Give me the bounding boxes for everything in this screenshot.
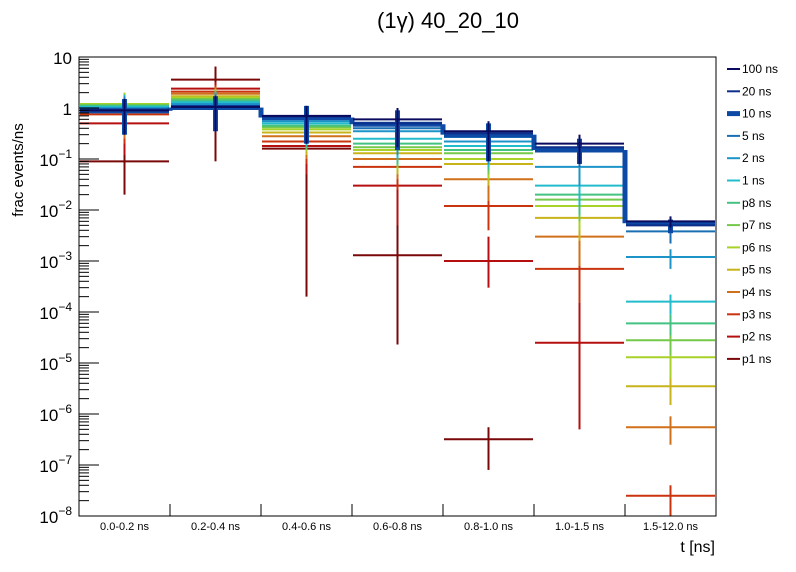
legend-item: 10 ns: [727, 107, 771, 121]
y-tick-exponent: −4: [58, 300, 72, 314]
chart-title: (1γ) 40_20_10: [377, 8, 519, 33]
y-tick-exponent: −3: [58, 249, 72, 263]
plot-area: [80, 66, 715, 516]
x-tick-label: 0.6-0.8 ns: [373, 521, 422, 533]
y-tick-label: 10−8: [39, 504, 72, 527]
y-tick-label: 10: [53, 49, 72, 68]
y-tick-exponent: −8: [58, 504, 72, 518]
legend-label: p1 ns: [742, 352, 771, 366]
legend-item: p3 ns: [727, 307, 771, 321]
legend-label: p5 ns: [742, 263, 771, 277]
x-tick-label: 0.0-0.2 ns: [100, 521, 149, 533]
y-tick-base: 10: [39, 457, 58, 476]
legend-label: 100 ns: [742, 62, 778, 76]
y-tick-label: 10−2: [39, 198, 72, 221]
y-tick-label: 10−1: [39, 147, 72, 170]
plot-frame: [78, 56, 717, 517]
legend-label: 20 ns: [742, 84, 771, 98]
y-tick-label: 10−7: [39, 453, 72, 476]
legend-item: 1 ns: [727, 174, 765, 188]
x-tick-label: 0.8-1.0 ns: [464, 521, 513, 533]
legend-item: p7 ns: [727, 218, 771, 232]
legend-label: 1 ns: [742, 174, 765, 188]
legend-item: 100 ns: [727, 62, 778, 76]
y-tick-base: 10: [39, 304, 58, 323]
y-tick-base: 10: [39, 508, 58, 527]
y-tick-exponent: −5: [58, 351, 72, 365]
legend-item: p1 ns: [727, 352, 771, 366]
legend-label: 2 ns: [742, 151, 765, 165]
legend-item: p6 ns: [727, 240, 771, 254]
x-tick-label: 1.0-1.5 ns: [555, 521, 604, 533]
series-p2-ns: [80, 82, 624, 430]
legend-label: p7 ns: [742, 218, 771, 232]
legend-item: p2 ns: [727, 330, 771, 344]
legend-item: p4 ns: [727, 285, 771, 299]
x-axis: 0.0-0.2 ns 0.2-0.4 ns 0.4-0.6 ns 0.6-0.8 ns…: [78, 504, 717, 533]
series-100-ns: [80, 96, 715, 228]
legend-item: p5 ns: [727, 263, 771, 277]
legend-item: 2 ns: [727, 151, 765, 165]
legend-label: 5 ns: [742, 129, 765, 143]
y-tick-exponent: −7: [58, 453, 72, 467]
legend: 100 ns 20 ns 10 ns 5 ns 2 ns 1 ns p8 ns p7 ns p6…: [727, 62, 778, 366]
x-tick-label: 1.5-12.0 ns: [643, 521, 699, 533]
y-tick-label: 10−4: [39, 300, 72, 323]
y-tick-label: 10−5: [39, 351, 72, 374]
legend-item: 5 ns: [727, 129, 765, 143]
y-tick-base: 10: [39, 202, 58, 221]
legend-item: p8 ns: [727, 196, 771, 210]
legend-label: p6 ns: [742, 240, 771, 254]
y-tick-label: 10−6: [39, 402, 72, 425]
legend-label: p8 ns: [742, 196, 771, 210]
x-axis-label: t [ns]: [680, 539, 715, 556]
y-tick-base: 10: [39, 151, 58, 170]
y-tick-exponent: −6: [58, 402, 72, 416]
x-tick-label: 0.2-0.4 ns: [191, 521, 240, 533]
y-tick-base: 10: [39, 355, 58, 374]
y-tick-label: 10−3: [39, 249, 72, 272]
y-tick-base: 10: [39, 406, 58, 425]
y-tick-exponent: −2: [58, 198, 72, 212]
y-tick-label: 1: [63, 100, 72, 119]
legend-item: 20 ns: [727, 84, 771, 98]
legend-label: p3 ns: [742, 307, 771, 321]
legend-label: p2 ns: [742, 330, 771, 344]
y-tick-exponent: −1: [58, 147, 72, 161]
legend-label: 10 ns: [742, 107, 771, 121]
legend-label: p4 ns: [742, 285, 771, 299]
y-tick-base: 10: [39, 253, 58, 272]
x-tick-label: 0.4-0.6 ns: [282, 521, 331, 533]
y-axis-label: frac events/ns: [10, 123, 27, 216]
